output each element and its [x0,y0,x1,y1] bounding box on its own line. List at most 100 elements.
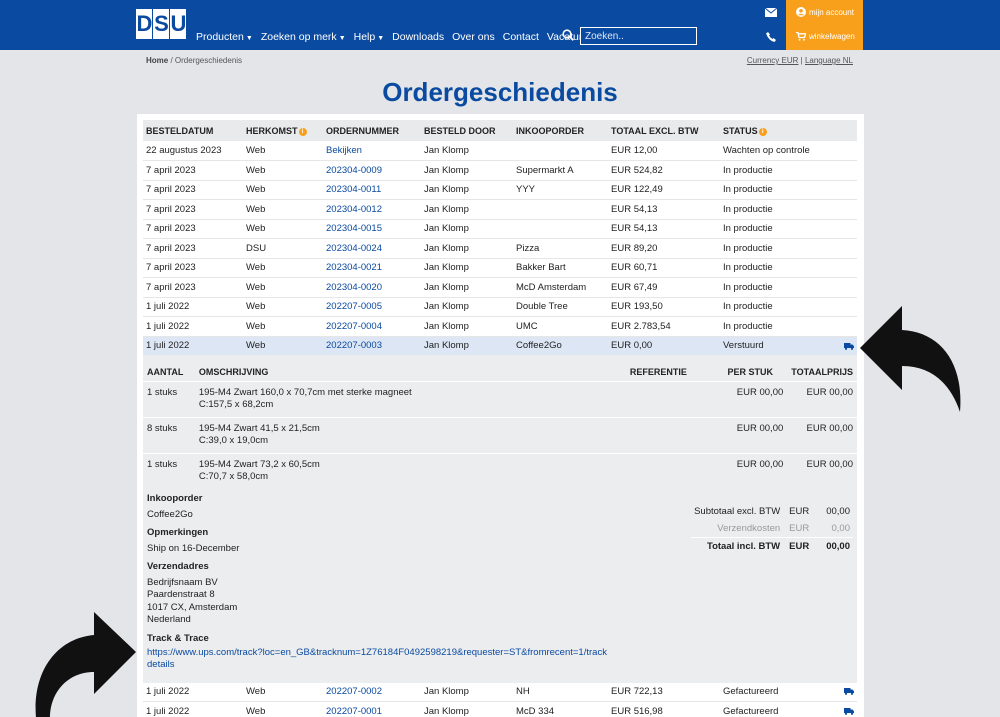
order-origin-cell: Web [243,701,323,717]
po-label: Inkooporder [147,493,203,504]
po-block: Inkooporder Coffee2Go [147,493,202,521]
order-number-cell: 202207-0001 [323,701,421,717]
order-row[interactable]: 7 april 2023 DSU 202304-0024 Jan Klomp Pizza… [143,238,857,259]
order-status: In productie [723,164,773,176]
order-po-cell: Supermarkt A [513,160,608,181]
order-row[interactable]: 1 juli 2022 Web 202207-0005 Jan Klomp Double… [143,297,857,317]
orders-panel: BESTELDATUM HERKOMST i ORDERNUMMER BESTELD D… [137,114,864,717]
order-row[interactable]: 22 augustus 2023 Web Bekijken Jan Klomp EUR … [143,141,857,161]
order-row[interactable]: 7 april 2023 Web 202304-0021 Jan Klomp Bakke… [143,258,857,278]
order-po: Coffee2Go [516,340,562,352]
order-date-cell: 1 juli 2022 [143,297,243,317]
order-status: In productie [723,223,773,235]
order-number[interactable]: Bekijken [326,145,362,156]
nav-item-2[interactable]: Help ▼ [354,31,385,43]
totals-value: 00,00 [812,537,853,555]
item-description: 195-M4 Zwart 73,2 x 60,5cm C:70,7 x 58,0c… [194,452,626,489]
nav-item-1[interactable]: Zoeken op merk ▼ [261,31,346,43]
mail-icon[interactable] [765,8,777,17]
truck-icon[interactable] [844,708,854,715]
column-header-label: ORDERNUMMER [326,125,399,136]
item-row: 1 stuks 195-M4 Zwart 160,0 x 70,7cm met s… [143,380,857,417]
order-totals: Subtotaal excl. BTW EUR 00,00 Verzendkosten… [691,503,853,555]
column-header[interactable]: HERKOMST i [243,120,323,141]
order-date: 1 juli 2022 [146,340,190,352]
nav-item-3[interactable]: Downloads [392,31,444,43]
address-line: 1017 CX, Amsterdam [147,601,238,613]
order-row[interactable]: 7 april 2023 Web 202304-0015 Jan Klomp EUR 5… [143,219,857,239]
order-po-cell: Pizza [513,238,608,259]
phone-icon[interactable] [766,32,776,42]
truck-icon[interactable] [844,688,854,695]
order-row[interactable]: 1 juli 2022 Web 202207-0003 Jan Klomp Coffee… [143,336,857,356]
item-column-header: AANTAL [147,366,184,377]
breadcrumb-home[interactable]: Home [146,56,169,65]
column-header-label: STATUS [723,125,758,136]
po-value: Coffee2Go [147,508,193,520]
order-by-cell: Jan Klomp [421,160,513,181]
order-po: UMC [516,320,538,332]
item-description-line2: C:39,0 x 19,0cm [198,435,269,446]
order-number[interactable]: 202304-0021 [326,262,382,274]
item-qty: 8 stuks [143,416,195,453]
column-header[interactable]: ORDERNUMMER [323,120,421,141]
forward-arrow-annotation [35,612,136,717]
order-origin-cell: Web [243,682,323,702]
totals-value: 00,00 [826,506,850,517]
search-icon[interactable] [562,29,574,41]
nav-item-5[interactable]: Contact [503,31,539,43]
column-header[interactable]: BESTELD DOOR [421,120,513,141]
order-row[interactable]: 7 april 2023 Web 202304-0009 Jan Klomp Super… [143,160,857,181]
order-number[interactable]: 202207-0004 [326,320,382,332]
order-number[interactable]: 202304-0020 [326,281,382,293]
order-number[interactable]: 202304-0009 [326,164,382,176]
order-origin: Web [246,262,266,274]
order-by-cell: Jan Klomp [421,258,513,278]
language-link[interactable]: Language NL [804,56,853,65]
nav-item-4[interactable]: Over ons [452,31,495,43]
column-header[interactable]: INKOOPORDER [513,120,608,141]
column-header[interactable]: TOTAAL EXCL. BTW [608,120,720,141]
order-row[interactable]: 1 juli 2022 Web 202207-0004 Jan Klomp UMC EUR… [143,316,857,337]
order-number[interactable]: 202304-0024 [326,242,382,254]
order-number[interactable]: 202207-0002 [326,686,382,697]
search-input[interactable] [580,27,697,45]
order-origin: Web [246,705,266,717]
order-total-cell: EUR 89,20 [608,238,720,259]
order-number[interactable]: 202207-0003 [326,340,382,352]
track-link-continued[interactable]: details [147,659,175,670]
column-header-label: HERKOMST [246,125,298,136]
order-by: Jan Klomp [424,184,469,196]
order-number[interactable]: 202207-0001 [326,705,382,717]
order-total-cell: EUR 12,00 [608,141,720,161]
info-icon[interactable]: i [298,127,307,136]
order-number[interactable]: 202207-0005 [326,301,382,313]
column-header[interactable]: BESTELDATUM [143,120,243,141]
order-items-table: AANTAL OMSCHRIJVING REFERENTIE PER STUK TOTA… [143,363,857,489]
currency-link[interactable]: Currency EUR [746,56,799,65]
nav-item-label: Producten [196,31,244,43]
prefs-separator: | [798,56,805,65]
info-icon[interactable]: i [758,127,767,136]
nav-item-0[interactable]: Producten ▼ [196,31,253,43]
cart-link[interactable]: winkelwagen [796,32,855,41]
order-number[interactable]: 202304-0012 [326,203,382,215]
order-number[interactable]: 202304-0015 [326,223,382,235]
column-header[interactable]: STATUS i [720,120,857,141]
truck-icon[interactable] [844,342,854,350]
nav-item-label: Help [353,31,376,43]
order-number[interactable]: 202304-0011 [326,184,382,196]
order-row[interactable]: 7 april 2023 Web 202304-0020 Jan Klomp McD A… [143,277,857,298]
order-by-cell: Jan Klomp [421,682,513,702]
track-link[interactable]: https://www.ups.com/track?loc=en_GB&trac… [147,646,607,658]
order-total: EUR 54,13 [611,223,658,235]
totals-row: Verzendkosten EUR 0,00 [691,520,853,538]
account-link[interactable]: mijn account [796,7,854,17]
order-row[interactable]: 1 juli 2022 Web 202207-0001 Jan Klomp McD 33… [143,701,857,717]
order-status: Gefactureerd [723,686,779,697]
order-row[interactable]: 1 juli 2022 Web 202207-0002 Jan Klomp NH EUR … [143,682,857,702]
order-row[interactable]: 7 april 2023 Web 202304-0011 Jan Klomp YYY EU… [143,180,857,200]
order-row[interactable]: 7 april 2023 Web 202304-0012 Jan Klomp EUR 5… [143,199,857,220]
order-origin: Web [246,184,266,196]
